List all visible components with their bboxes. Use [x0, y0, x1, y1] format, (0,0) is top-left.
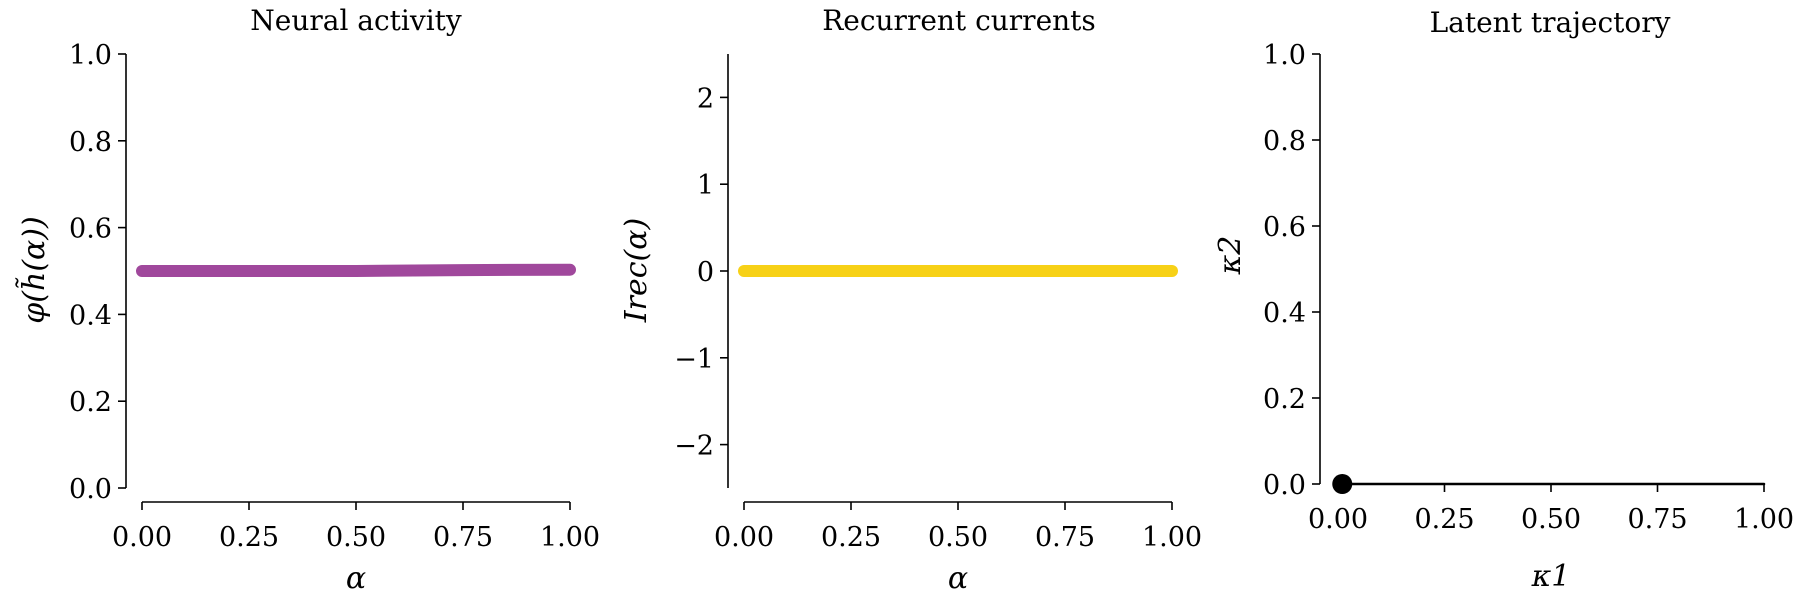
y-tick-label: 0.0 [69, 474, 112, 505]
y-tick-label: 0.0 [1263, 470, 1306, 501]
y-tick-label: 1 [697, 170, 714, 201]
x-tick-label: 0.00 [714, 522, 774, 553]
series-line [136, 263, 576, 277]
x-tick-label: 0.75 [433, 522, 493, 553]
x-ticks: 0.00 0.25 0.50 0.75 1.00 [112, 502, 600, 553]
x-tick-label: 1.00 [1734, 504, 1794, 535]
x-tick-label: 1.00 [1142, 522, 1202, 553]
y-axis-label: κ2 [1213, 236, 1248, 276]
panel-title: Latent trajectory [1430, 6, 1671, 39]
y-tick-label: 0.8 [69, 127, 112, 158]
x-tick-label: 0.50 [1521, 504, 1581, 535]
y-tick-label: 0.2 [69, 387, 112, 418]
y-tick-label: 0.2 [1263, 384, 1306, 415]
y-axis-label: Irec(α) [619, 218, 654, 323]
y-tick-label: 1.0 [1263, 40, 1306, 71]
y-tick-label: 0 [697, 257, 714, 288]
x-axis-label: κ1 [1531, 559, 1571, 594]
x-tick-label: 0.50 [326, 522, 386, 553]
x-tick-label: 0.25 [219, 522, 279, 553]
y-tick-label: 0.8 [1263, 126, 1306, 157]
x-tick-label: 0.25 [821, 522, 881, 553]
panel-title: Recurrent currents [822, 4, 1096, 37]
y-tick-label: −1 [674, 344, 714, 375]
x-tick-label: 1.00 [540, 522, 600, 553]
x-tick-label: 0.00 [1308, 504, 1368, 535]
y-tick-label: 0.6 [1263, 212, 1306, 243]
y-tick-label: 0.6 [69, 214, 112, 245]
y-tick-label: 0.4 [1263, 298, 1306, 329]
start-point-marker [1332, 474, 1353, 494]
y-ticks: 0.0 0.2 0.4 0.6 0.8 1.0 [1263, 40, 1320, 501]
series-layer [136, 263, 576, 277]
y-axis-label: φ(h̃(α)) [15, 216, 52, 323]
y-tick-label: 2 [697, 83, 714, 114]
y-tick-label: 0.4 [69, 300, 112, 331]
series-layer [1332, 474, 1766, 494]
x-ticks: 0.00 0.25 0.50 0.75 1.00 [714, 502, 1202, 553]
x-axis-label: α [346, 561, 366, 596]
x-ticks: 0.00 0.25 0.50 0.75 1.00 [1308, 484, 1794, 535]
panel-latent-trajectory: Latent trajectory 0.0 0.2 0.4 0.6 0.8 1.0 0.0… [1213, 6, 1794, 594]
x-tick-label: 0.75 [1035, 522, 1095, 553]
x-tick-label: 0.00 [112, 522, 172, 553]
y-tick-label: 1.0 [69, 40, 112, 71]
x-tick-label: 0.75 [1627, 504, 1687, 535]
x-axis-label: α [948, 561, 968, 596]
panel-neural-activity: Neural activity 0.00.20.40.60.81.0 0.00 0… [15, 4, 600, 596]
x-tick-label: 0.50 [928, 522, 988, 553]
panel-title: Neural activity [250, 4, 462, 37]
y-ticks: −2 −1 0 1 2 [674, 83, 728, 462]
x-tick-label: 0.25 [1414, 504, 1474, 535]
y-ticks: 0.0 0.2 0.4 0.6 0.8 1.0 [69, 40, 126, 505]
y-tick-label: −2 [674, 431, 714, 462]
